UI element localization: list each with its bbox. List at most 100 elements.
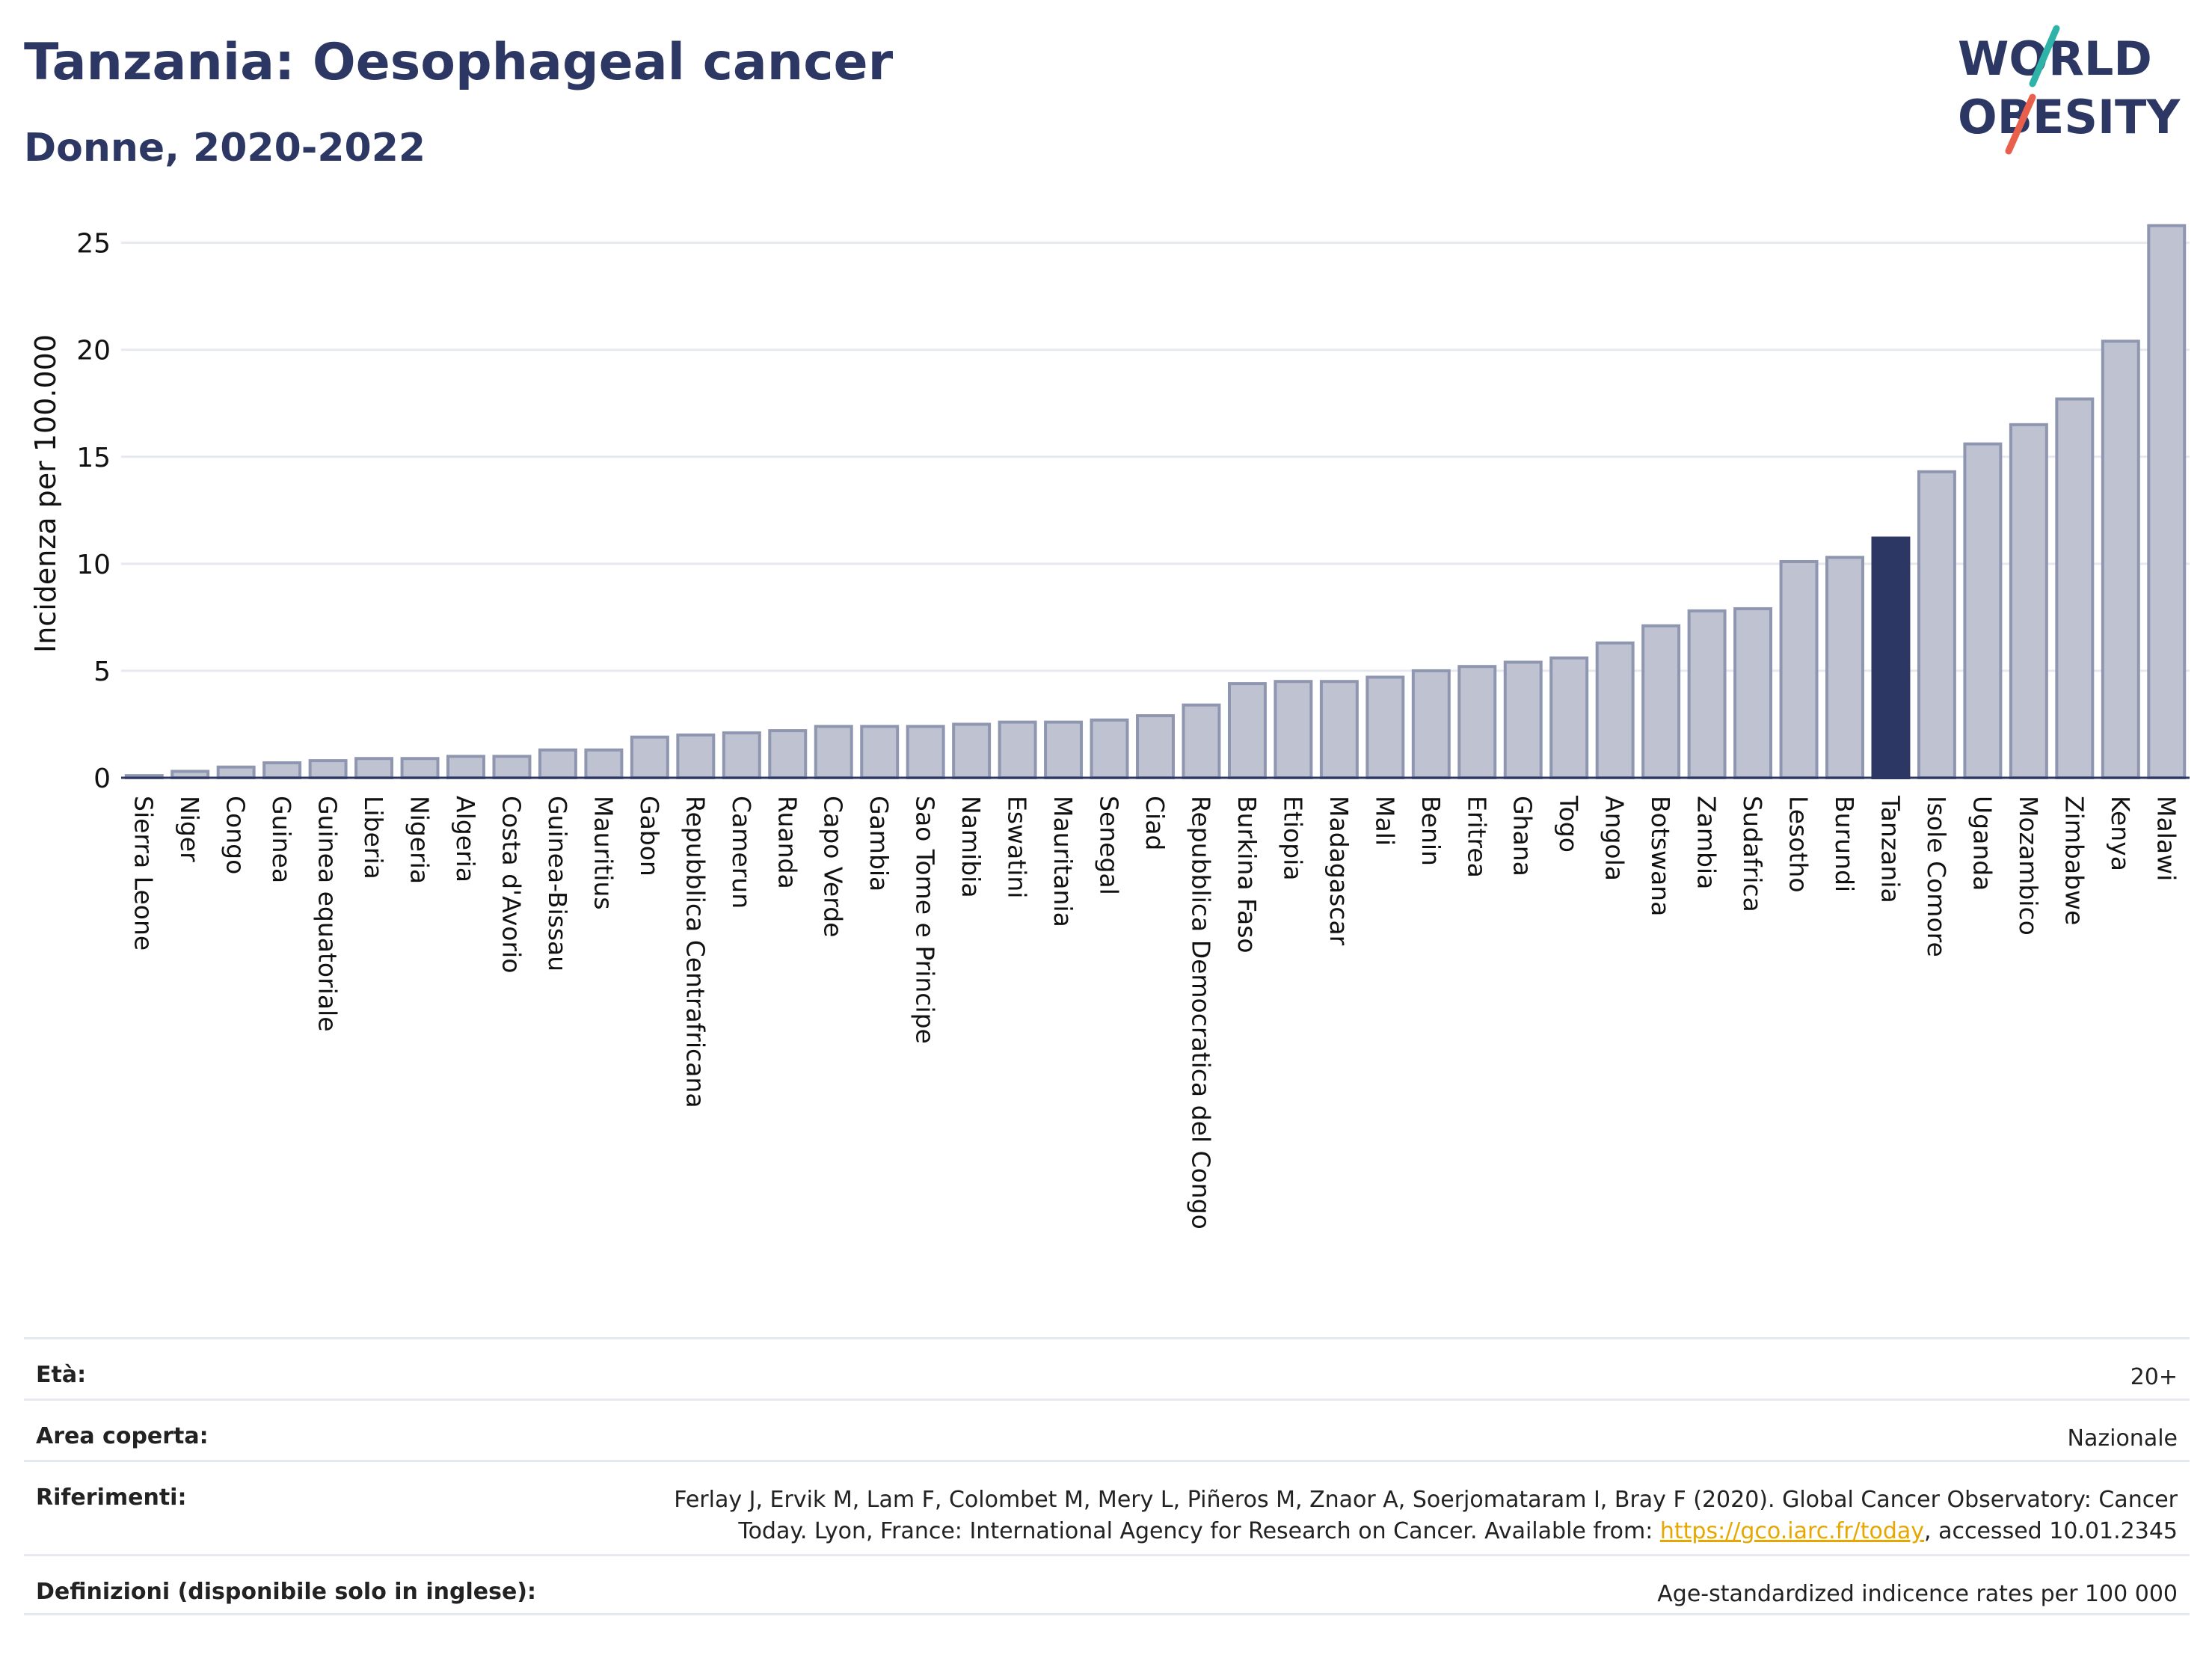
bar (630, 735, 669, 780)
x-tick-label: Tanzania (1875, 795, 1905, 903)
reference-link[interactable]: https://gco.iarc.fr/today (1659, 1518, 1925, 1544)
x-tick-label: Mozambico (2014, 796, 2043, 936)
x-tick-label: Guinea equatoriale (313, 796, 342, 1032)
x-tick-label: Repubblica Centrafricana (681, 796, 710, 1108)
bar (722, 731, 761, 780)
x-tick-label: Costa d'Avorio (497, 796, 526, 973)
bar (2101, 340, 2140, 779)
bar (400, 757, 440, 779)
references-label: Riferimenti: (36, 1484, 187, 1511)
x-axis-labels: Sierra Leone Niger Congo Guinea Guinea equat… (129, 795, 2181, 1229)
x-tick-label: Gabon (635, 796, 664, 876)
bar (1365, 675, 1405, 779)
x-tick-label: Ciad (1140, 796, 1170, 850)
bar (1641, 624, 1681, 779)
x-tick-label: Sao Tome e Principe (911, 796, 940, 1044)
bar-highlighted (1871, 536, 1911, 779)
x-tick-label: Botswana (1646, 796, 1675, 916)
y-axis-ticks: 0 5 10 15 20 25 (76, 229, 111, 794)
bar (1779, 559, 1819, 779)
x-tick-label: Senegal (1095, 796, 1124, 895)
bar (262, 761, 302, 780)
chart-title: Tanzania: Oesophageal cancer (24, 33, 894, 92)
x-tick-label: Niger (175, 796, 204, 862)
x-tick-label: Etiopia (1278, 796, 1307, 881)
bar (1733, 607, 1773, 780)
logo-text-obesity: OBESITY (1958, 90, 2181, 144)
x-tick-label: Madagascar (1324, 796, 1354, 946)
bar (2009, 423, 2048, 779)
x-tick-label: Mauritania (1048, 796, 1078, 927)
x-tick-label: Lesotho (1784, 796, 1813, 893)
y-tick-label: 5 (93, 657, 111, 687)
bar (1917, 470, 1956, 779)
bar (1044, 720, 1084, 779)
x-tick-label: Isole Comore (1922, 796, 1951, 957)
references-value: Ferlay J, Ervik M, Lam F, Colombet M, Me… (674, 1487, 2178, 1544)
bar (216, 765, 256, 779)
metadata-table: Età: 20+ Area coperta: Nazionale Riferim… (24, 1337, 2190, 1615)
bar (952, 722, 992, 780)
bar-chart: 0 5 10 15 20 25 Sierra Leone Niger Congo Guinea G… (29, 224, 2190, 1229)
bar (1963, 442, 2003, 779)
x-tick-label: Zimbabwe (2059, 796, 2089, 925)
area-label: Area coperta: (36, 1423, 209, 1449)
bar (814, 725, 853, 779)
x-tick-label: Gambia (864, 796, 894, 891)
x-tick-label: Ruanda (772, 796, 802, 889)
x-tick-label: Uganda (1967, 796, 1997, 891)
bar (676, 733, 716, 779)
bar (1825, 556, 1864, 779)
y-tick-label: 20 (76, 336, 111, 366)
world-obesity-logo: WORLD OBESITY (1958, 25, 2181, 155)
bar (538, 748, 577, 779)
definitions-label: Definizioni (disponibile solo in inglese… (36, 1579, 536, 1605)
y-tick-label: 10 (76, 550, 111, 580)
bar (998, 720, 1037, 779)
x-tick-label: Repubblica Democratica del Congo (1186, 796, 1215, 1229)
x-tick-label: Benin (1416, 796, 1446, 866)
x-tick-label: Burundi (1830, 796, 1859, 892)
x-tick-label: Namibia (956, 796, 986, 898)
y-tick-label: 0 (93, 764, 111, 794)
x-tick-label: Kenya (2106, 796, 2135, 871)
x-tick-label: Guinea-Bissau (543, 796, 572, 971)
bar (1457, 665, 1497, 780)
meta-row-references: Riferimenti: Ferlay J, Ervik M, Lam F, C… (24, 1460, 2190, 1554)
bar (446, 755, 485, 780)
definitions-value: Age-standardized indicence rates per 100… (1657, 1581, 2178, 1607)
bar (1319, 680, 1359, 779)
bar (1274, 680, 1313, 779)
bar (768, 729, 808, 779)
x-tick-label: Congo (221, 796, 251, 874)
x-tick-label: Sudafrica (1738, 796, 1767, 912)
bar (906, 725, 945, 779)
x-tick-label: Liberia (359, 796, 388, 879)
y-axis-label: Incidenza per 100.000 (29, 334, 62, 653)
x-tick-label: Capo Verde (819, 796, 848, 937)
bar (492, 755, 532, 780)
bar (1227, 682, 1267, 779)
bar (1090, 718, 1129, 779)
x-tick-label: Nigeria (405, 796, 434, 884)
x-tick-label: Eswatini (1003, 796, 1032, 898)
meta-row-area: Area coperta: Nazionale (24, 1398, 2190, 1460)
meta-row-definitions: Definizioni (disponibile solo in inglese… (24, 1554, 2190, 1615)
x-tick-label: Sierra Leone (129, 796, 159, 951)
bars (121, 224, 2190, 780)
x-tick-label: Mali (1370, 796, 1399, 846)
age-label: Età: (36, 1362, 87, 1388)
bar (2055, 397, 2095, 779)
bar (860, 725, 900, 779)
x-tick-label: Guinea (267, 796, 296, 883)
meta-row-age: Età: 20+ (24, 1337, 2190, 1398)
bar (1503, 660, 1543, 779)
bar (2147, 224, 2187, 779)
x-tick-label: Eritrea (1462, 796, 1491, 878)
x-tick-label: Togo (1554, 795, 1583, 853)
x-tick-label: Zambia (1692, 796, 1721, 889)
bar (1136, 714, 1175, 779)
bar (1411, 669, 1451, 780)
bar (354, 757, 394, 779)
bar (1549, 656, 1589, 779)
